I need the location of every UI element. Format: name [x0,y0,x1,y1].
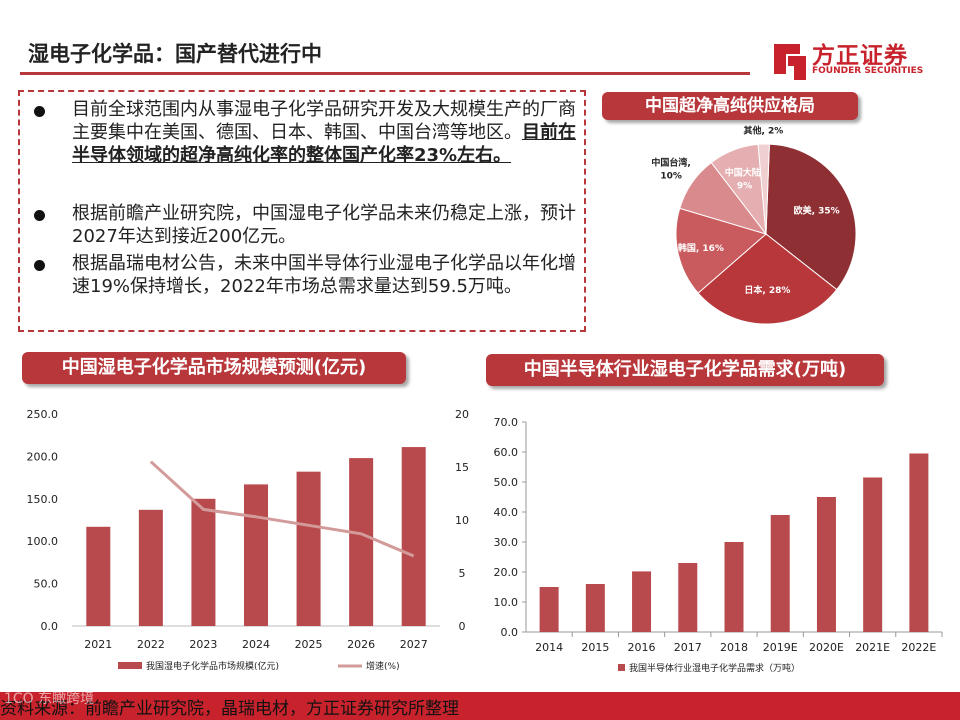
bar [678,563,698,632]
y-tick-label: 0.0 [501,626,519,639]
bar [909,453,929,632]
pie-slice [675,207,768,294]
bullet-dot-icon [34,210,45,221]
x-tick-label: 2021E [855,641,890,654]
summary-box: 目前全球范围内从事湿电子化学品研究开发及大规模生产的厂商主要集中在美国、德国、日… [18,90,586,332]
bar [138,509,163,626]
x-tick-label: 2018 [720,641,748,654]
y2-tick-label: 0 [459,620,466,633]
pie-label: 中国大陆, [725,167,764,179]
y2-tick-label: 20 [455,408,469,421]
x-tick-label: 2024 [242,638,270,651]
y-tick-label: 200.0 [27,450,59,463]
supply-pie-chart: 欧美, 35% 日本, 28% 韩国, 16% 中国台湾, 10% 中国大陆, 9% 其他, … [651,125,857,325]
bar [863,477,883,632]
founder-logo-icon [774,44,806,80]
growth-line [149,460,415,558]
source-note: 资料来源：前瞻产业研究院，晶瑞电材，方正证券研究所整理 [0,699,459,719]
bullet-item: 根据晶瑞电材公告，未来中国半导体行业湿电子化学品以年化增速19%保持增长，202… [30,252,580,298]
x-tick-label: 2022E [901,641,936,654]
legend-label: 我国半导体行业湿电子化学品需求（万吨） [629,662,800,674]
bar [86,526,111,626]
pie-chart-title: 中国超净高纯供应格局 [602,92,858,120]
legend-swatch [118,662,142,669]
bullet-item: 目前全球范围内从事湿电子化学品研究开发及大规模生产的厂商主要集中在美国、德国、日… [30,98,580,167]
bar [724,542,744,632]
y-tick-label: 60.0 [494,446,519,459]
x-tick-label: 2015 [581,641,609,654]
logo-subtitle: FOUNDER SECURITIES [812,66,924,76]
bullet-dot-icon [34,106,45,117]
bullet-text: 目前全球范围内从事湿电子化学品研究开发及大规模生产的厂商主要集中在美国、德国、日… [72,99,576,143]
y-tick-label: 250.0 [27,408,59,421]
y-tick-label: 0.0 [41,620,59,633]
bullet-highlight: 目前在半导体领域的超净高纯化率的整体国产化率23%左右。 [72,122,576,166]
x-tick-label: 2021 [84,638,112,651]
market-size-chart: 0.0 50.0 100.0 150.0 200.0 250.0 0 5 10 15 20 2021 2… [27,408,470,672]
bar [632,571,652,632]
footer-bar [0,692,960,720]
legend-label: 增速(%) [366,660,400,672]
bullet-item: 根据前瞻产业研究院，中国湿电子化学品未来仍稳定上涨，预计2027年达到接近200… [30,202,580,248]
y-tick-label: 30.0 [494,536,519,549]
legend-label: 我国湿电子化学品市场规模(亿元) [146,660,279,672]
pie-slice [757,143,770,235]
y2-tick-label: 15 [455,461,469,474]
bar [401,447,426,626]
bullet-text: 根据晶瑞电材公告，未来中国半导体行业湿电子化学品以年化增速19%保持增长，202… [72,253,576,297]
pie-label: 10% [660,172,682,182]
market-chart-title: 中国湿电子化学品市场规模预测(亿元) [22,352,406,384]
page-title: 湿电子化学品：国产替代进行中 [28,42,322,66]
pie-slice [765,143,857,291]
y-tick-label: 40.0 [494,506,519,519]
bullet-dot-icon [34,260,45,271]
x-tick-label: 2017 [674,641,702,654]
demand-chart-title: 中国半导体行业湿电子化学品需求(万吨) [486,354,884,386]
pie-label: 其他, 2% [743,125,783,137]
x-tick-label: 2025 [295,638,323,651]
x-tick-label: 2020E [809,641,844,654]
y-tick-label: 150.0 [27,493,59,506]
logo-text: 方正证券 [812,43,908,69]
bar [349,458,374,626]
title-divider [20,72,750,75]
bar [585,584,605,632]
pie-label: 中国台湾, [651,157,690,169]
pie-label: 韩国, 16% [678,242,724,254]
pie-label: 欧美, 35% [794,205,840,217]
watermark: 1CO 东瞰跨境 [4,691,95,707]
x-tick-label: 2023 [189,638,217,651]
legend-swatch [618,664,625,671]
bar [244,484,268,626]
bar [296,471,321,626]
y-tick-label: 100.0 [27,535,59,548]
bar [539,587,559,632]
x-tick-label: 2016 [628,641,656,654]
x-tick-label: 2022 [137,638,165,651]
pie-slice [697,233,838,325]
y2-tick-label: 5 [459,567,466,580]
bar [816,497,836,632]
x-tick-label: 2026 [347,638,375,651]
y-tick-label: 10.0 [494,596,519,609]
y-tick-label: 50.0 [494,476,519,489]
bar [770,515,790,632]
bar [191,498,216,626]
y-tick-label: 70.0 [494,416,519,429]
y-tick-label: 20.0 [494,566,519,579]
y2-tick-label: 10 [455,514,469,527]
x-tick-label: 2014 [535,641,563,654]
x-tick-label: 2019E [763,641,798,654]
pie-label: 9% [737,182,752,192]
demand-bar-chart: 0.0 10.0 20.0 30.0 40.0 50.0 60.0 70.0 2014 2015 2… [494,416,943,674]
pie-label: 日本, 28% [744,284,790,296]
x-tick-label: 2027 [400,638,428,651]
bullet-text: 根据前瞻产业研究院，中国湿电子化学品未来仍稳定上涨，预计2027年达到接近200… [72,203,576,247]
y-tick-label: 50.0 [34,578,59,591]
